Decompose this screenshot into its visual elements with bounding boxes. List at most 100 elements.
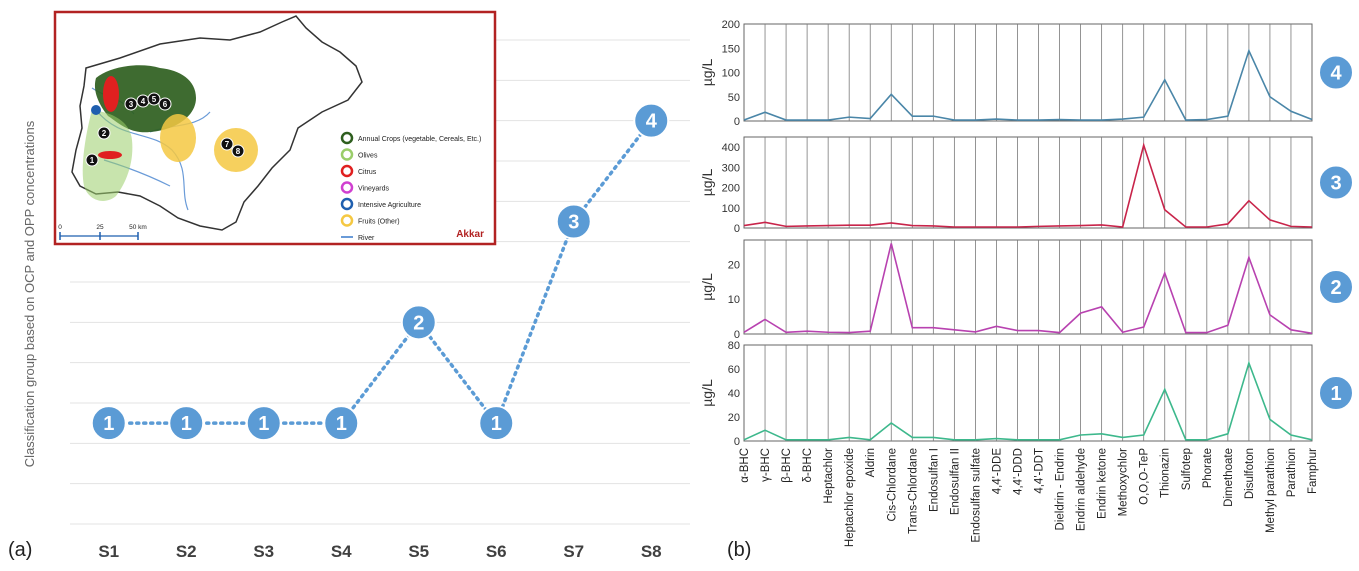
intensive-agriculture-area bbox=[91, 105, 101, 115]
panel-a-group-marker bbox=[478, 405, 515, 442]
panel-b-x-tick-label: Thionazin bbox=[1160, 448, 1172, 498]
facet-y-tick-label: 0 bbox=[734, 223, 740, 235]
legend-swatch-icon bbox=[340, 181, 354, 194]
panel-b-x-tick-label: Phorate bbox=[1202, 448, 1214, 488]
panel-a-marker-label: 3 bbox=[568, 212, 579, 234]
panel-b-x-tick-label: Endosulfan sulfate bbox=[970, 448, 982, 543]
inset-map: 1 2 3 4 56 78 Annual Crops (vegetable, Cereal… bbox=[53, 10, 497, 246]
facet-group-marker bbox=[1318, 54, 1354, 91]
panel-b-x-tick-label: Dimethoate bbox=[1223, 448, 1235, 507]
panel-a-y-axis-label: Classification group based on OCP and OP… bbox=[22, 120, 37, 467]
facet-group-marker bbox=[1318, 164, 1354, 201]
facet-y-axis-label: µg/L bbox=[699, 169, 715, 197]
facet-group-label: 3 bbox=[1330, 173, 1341, 195]
facet-group-label: 1 bbox=[1330, 383, 1341, 405]
inset-sample-site bbox=[147, 92, 161, 106]
panel-a-x-tick-label: S3 bbox=[253, 542, 274, 561]
inset-sample-site bbox=[158, 97, 172, 111]
facet-y-tick-label: 20 bbox=[728, 259, 740, 271]
facet-series-line bbox=[743, 243, 1313, 335]
inset-sample-site-label: 5 bbox=[152, 95, 157, 104]
panel-a-marker-label: 1 bbox=[103, 413, 114, 435]
facet-y-tick-label: 150 bbox=[722, 43, 740, 55]
panel-b-x-tick-label: δ-BHC bbox=[802, 448, 814, 483]
panel-b-x-tick-label: Methoxychlor bbox=[1118, 448, 1130, 517]
legend-entry-label: Fruits (Other) bbox=[358, 219, 400, 226]
facet-group-marker bbox=[1318, 269, 1354, 305]
panel-b-x-tick-label: O,O,O-TeP bbox=[1139, 448, 1151, 505]
inset-sample-site-label: 4 bbox=[141, 97, 146, 106]
facet-y-tick-label: 50 bbox=[728, 92, 740, 104]
panel-b-x-tick-label: Disulfoton bbox=[1244, 448, 1256, 499]
panel-a-marker-label: 1 bbox=[491, 413, 502, 435]
facet-group-4: 0 50 100 150 200 µg/L 4 bbox=[699, 19, 1354, 128]
inset-map-title: Akkar bbox=[456, 229, 484, 240]
panel-b-x-tick-label: β-BHC bbox=[781, 448, 793, 483]
legend-entry-label: Annual Crops (vegetable, Cereals, Etc.) bbox=[358, 136, 481, 143]
inset-sample-site bbox=[124, 97, 138, 111]
panel-a-group-marker bbox=[245, 405, 282, 442]
facet-y-tick-label: 80 bbox=[728, 340, 740, 352]
inset-sample-site bbox=[97, 126, 111, 140]
legend-entry-label: River bbox=[358, 235, 375, 242]
panel-b-x-tick-label: Heptachlor epoxide bbox=[844, 448, 856, 547]
panel-b-x-tick-labels: α-BHC γ-BHC β-BHC δ-BHC Heptachlor Heptachlor… bbox=[739, 448, 1319, 547]
panel-a-x-tick-labels: S1 S2 S3 S4 S5 S6 S7 S8 bbox=[98, 542, 661, 561]
facet-series-line bbox=[743, 360, 1313, 441]
facet-y-tick-label: 0 bbox=[734, 329, 740, 341]
facet-y-tick-label: 40 bbox=[728, 388, 740, 400]
facet-series-line bbox=[743, 142, 1313, 228]
panel-a-label: (a) bbox=[8, 539, 32, 561]
panel-a-marker-label: 1 bbox=[336, 413, 347, 435]
inset-sample-site bbox=[231, 144, 245, 158]
facet-y-tick-label: 60 bbox=[728, 364, 740, 376]
facet-y-tick-label: 200 bbox=[722, 183, 740, 195]
facet-y-axis-label: µg/L bbox=[699, 273, 715, 301]
panel-b-x-tick-label: Trans-Chlordane bbox=[907, 448, 919, 534]
panel-b-x-tick-label: Sulfotep bbox=[1181, 448, 1193, 490]
panel-b-x-tick-label: γ-BHC bbox=[760, 448, 772, 482]
citrus-area-south bbox=[98, 151, 122, 159]
panel-a-x-tick-label: S2 bbox=[176, 542, 197, 561]
panel-a-marker-label: 1 bbox=[181, 413, 192, 435]
facet-group-label: 2 bbox=[1330, 277, 1341, 299]
panel-b-x-tick-label: Dieldrin - Endrin bbox=[1055, 448, 1067, 530]
facet-group-2: 0 10 20 µg/L 2 bbox=[699, 239, 1354, 341]
inset-sample-site-label: 1 bbox=[90, 156, 95, 165]
legend-swatch-icon bbox=[340, 214, 354, 227]
fruits-area-west bbox=[160, 114, 196, 162]
legend-entry-label: Citrus bbox=[358, 169, 377, 176]
panel-b-label: (b) bbox=[727, 539, 751, 561]
panel-a-group-marker bbox=[323, 405, 360, 442]
panel-a-group-markers: 1 1 1 1 2 1 3 4 bbox=[90, 102, 670, 442]
panel-a-x-tick-label: S6 bbox=[486, 542, 507, 561]
scale-bar-label: 50 km bbox=[129, 224, 147, 231]
panel-b-x-tick-label: α-BHC bbox=[739, 448, 751, 483]
panel-a-group-marker bbox=[90, 405, 127, 442]
panel-a-x-tick-label: S4 bbox=[331, 542, 352, 561]
facet-y-tick-label: 0 bbox=[734, 116, 740, 128]
legend-entry-label: Olives bbox=[358, 153, 378, 160]
legend-swatch-icon bbox=[340, 197, 354, 211]
panel-a-x-tick-label: S7 bbox=[563, 542, 584, 561]
facet-y-tick-label: 200 bbox=[722, 19, 740, 31]
facet-y-tick-label: 300 bbox=[722, 162, 740, 174]
inset-map-legend: Annual Crops (vegetable, Cereals, Etc.) O… bbox=[340, 131, 481, 242]
inset-sample-site-label: 2 bbox=[102, 129, 107, 138]
legend-entry-label: Vineyards bbox=[358, 186, 390, 193]
inset-sample-site-label: 3 bbox=[129, 100, 134, 109]
facet-y-axis-label: µg/L bbox=[699, 379, 715, 407]
panel-b-x-tick-label: 4,4'-DDE bbox=[991, 448, 1003, 495]
panel-b-x-tick-label: Endrin aldehyde bbox=[1076, 448, 1088, 531]
panel-b-x-tick-label: 4,4'-DDT bbox=[1034, 448, 1046, 494]
panel-a-x-tick-label: S5 bbox=[408, 542, 429, 561]
facet-y-tick-label: 20 bbox=[728, 412, 740, 424]
panel-b-x-tick-label: Endosulfan I bbox=[928, 448, 940, 512]
facet-frame bbox=[743, 136, 1313, 229]
panel-b-x-tick-label: Aldrin bbox=[865, 448, 877, 477]
inset-sample-site-label: 7 bbox=[225, 140, 230, 149]
panel-a-group-marker bbox=[168, 405, 205, 442]
panel-a-marker-label: 2 bbox=[413, 312, 424, 334]
